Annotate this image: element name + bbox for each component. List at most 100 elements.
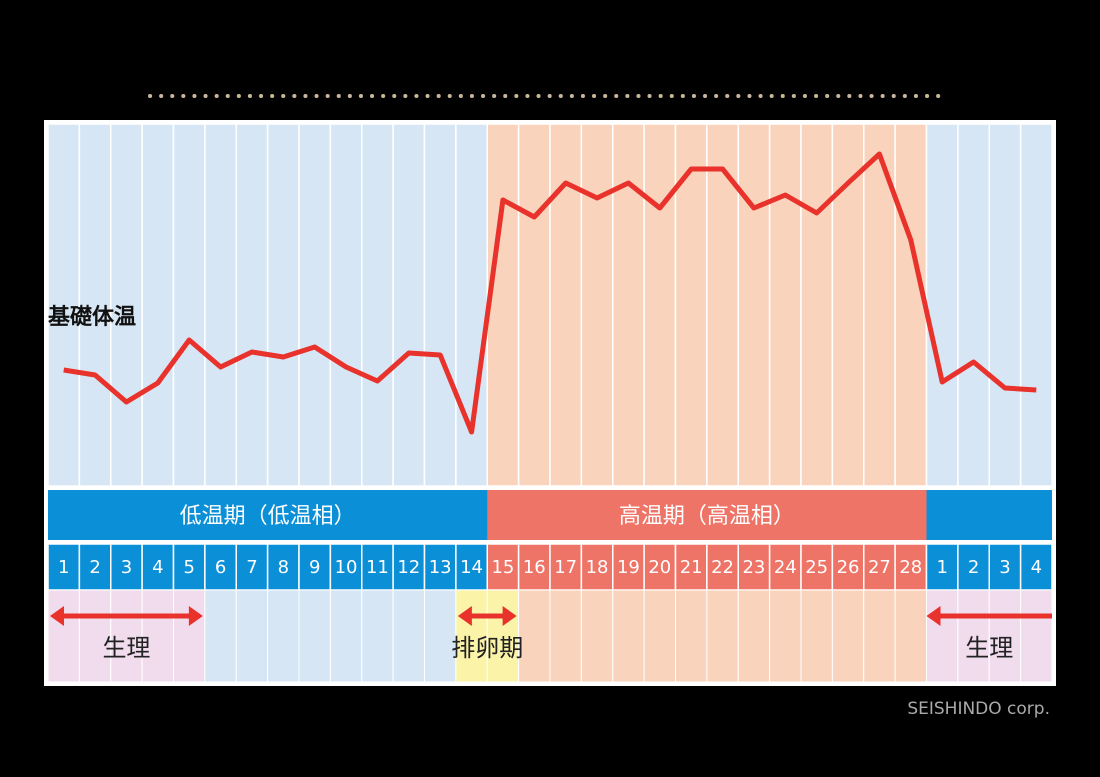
plot-column — [235, 123, 269, 487]
plot-column — [329, 123, 363, 487]
day-label: 16 — [523, 557, 546, 578]
day-label: 4 — [1031, 557, 1042, 578]
day-cell — [172, 543, 206, 591]
band-cell — [737, 589, 771, 683]
plot-column — [643, 123, 677, 487]
day-label: 15 — [491, 557, 514, 578]
band-cell — [78, 589, 112, 683]
plot-column — [894, 123, 928, 487]
band-cell — [549, 589, 582, 683]
phase-bar — [48, 490, 488, 540]
band-cell — [580, 589, 614, 683]
plot-column — [172, 123, 206, 487]
plot-column — [298, 123, 332, 487]
plot-column — [47, 123, 81, 487]
day-label: 23 — [742, 557, 765, 578]
day-label: 1 — [58, 557, 69, 578]
arrow-head — [926, 606, 941, 626]
day-cell — [925, 543, 959, 591]
day-cell — [392, 543, 426, 591]
band-cell — [988, 589, 1022, 683]
credit: SEISHINDO corp. — [907, 699, 1050, 719]
plot-column — [517, 123, 551, 487]
band-cell — [47, 589, 80, 683]
day-cell — [768, 543, 802, 591]
day-label: 10 — [335, 557, 358, 578]
plot-column — [612, 123, 645, 487]
annotation: 生理 — [965, 634, 1013, 662]
plot-column — [423, 123, 457, 487]
day-label: 13 — [429, 557, 452, 578]
band-cell — [110, 589, 143, 683]
band-cell — [894, 589, 927, 683]
plot-column — [768, 123, 802, 487]
plot-column — [110, 123, 143, 487]
day-label: 19 — [617, 557, 640, 578]
day-label: 5 — [183, 557, 194, 578]
band-cell — [831, 589, 865, 683]
band-cell — [329, 589, 363, 683]
phase-label: 高温期（高温相） — [619, 504, 795, 529]
plot-column — [266, 123, 300, 487]
band-cell — [518, 589, 551, 683]
plot-column — [706, 123, 739, 487]
band-cell — [706, 589, 739, 683]
day-cell — [1019, 543, 1053, 591]
plot-column — [800, 123, 834, 487]
day-label: 7 — [246, 557, 257, 578]
phase-label: 低温期（低温相） — [180, 504, 356, 529]
arrow-head — [502, 606, 517, 626]
day-label: 4 — [152, 557, 163, 578]
day-label: 27 — [868, 557, 891, 578]
band-cell — [1020, 589, 1053, 683]
band-cell — [675, 589, 708, 683]
day-cell — [800, 543, 834, 591]
arrow-head — [50, 606, 64, 626]
band-cell — [769, 589, 802, 683]
day-label: 17 — [554, 557, 577, 578]
plot-column — [957, 123, 990, 487]
day-label: 2 — [89, 557, 100, 578]
day-label: 26 — [837, 557, 860, 578]
band-cell — [424, 589, 457, 683]
plot-column — [78, 123, 112, 487]
arrow-head — [457, 606, 472, 626]
plot-column — [361, 123, 394, 487]
day-label: 12 — [397, 557, 420, 578]
band-cell — [173, 589, 206, 683]
day-cell — [78, 543, 112, 591]
day-cell — [580, 543, 614, 591]
plot-column — [737, 123, 771, 487]
day-label: 6 — [215, 557, 226, 578]
plot-column — [141, 123, 175, 487]
day-label: 8 — [278, 557, 289, 578]
day-label: 3 — [999, 557, 1010, 578]
band-cell — [361, 589, 394, 683]
band-cell — [612, 589, 645, 683]
band-cell — [235, 589, 269, 683]
day-cell — [141, 543, 175, 591]
day-label: 28 — [899, 557, 922, 578]
plot-column — [1019, 123, 1053, 487]
day-label: 25 — [805, 557, 828, 578]
day-cell — [455, 543, 488, 591]
day-label: 2 — [968, 557, 979, 578]
band-cell — [863, 589, 896, 683]
day-cell — [612, 543, 645, 591]
arrow-head — [188, 606, 203, 626]
plot-column — [580, 123, 614, 487]
band-cell — [455, 589, 488, 683]
band-cell — [267, 589, 300, 683]
band-cell — [800, 589, 833, 683]
band-cell — [926, 589, 959, 683]
plot-column — [925, 123, 959, 487]
plot-column — [549, 123, 583, 487]
band-cell — [204, 589, 237, 683]
day-label: 18 — [586, 557, 609, 578]
day-label: 22 — [711, 557, 734, 578]
annotation: 生理 — [102, 634, 150, 662]
day-label: 3 — [121, 557, 132, 578]
temperature-line — [63, 151, 1037, 435]
plot-column — [486, 123, 520, 487]
